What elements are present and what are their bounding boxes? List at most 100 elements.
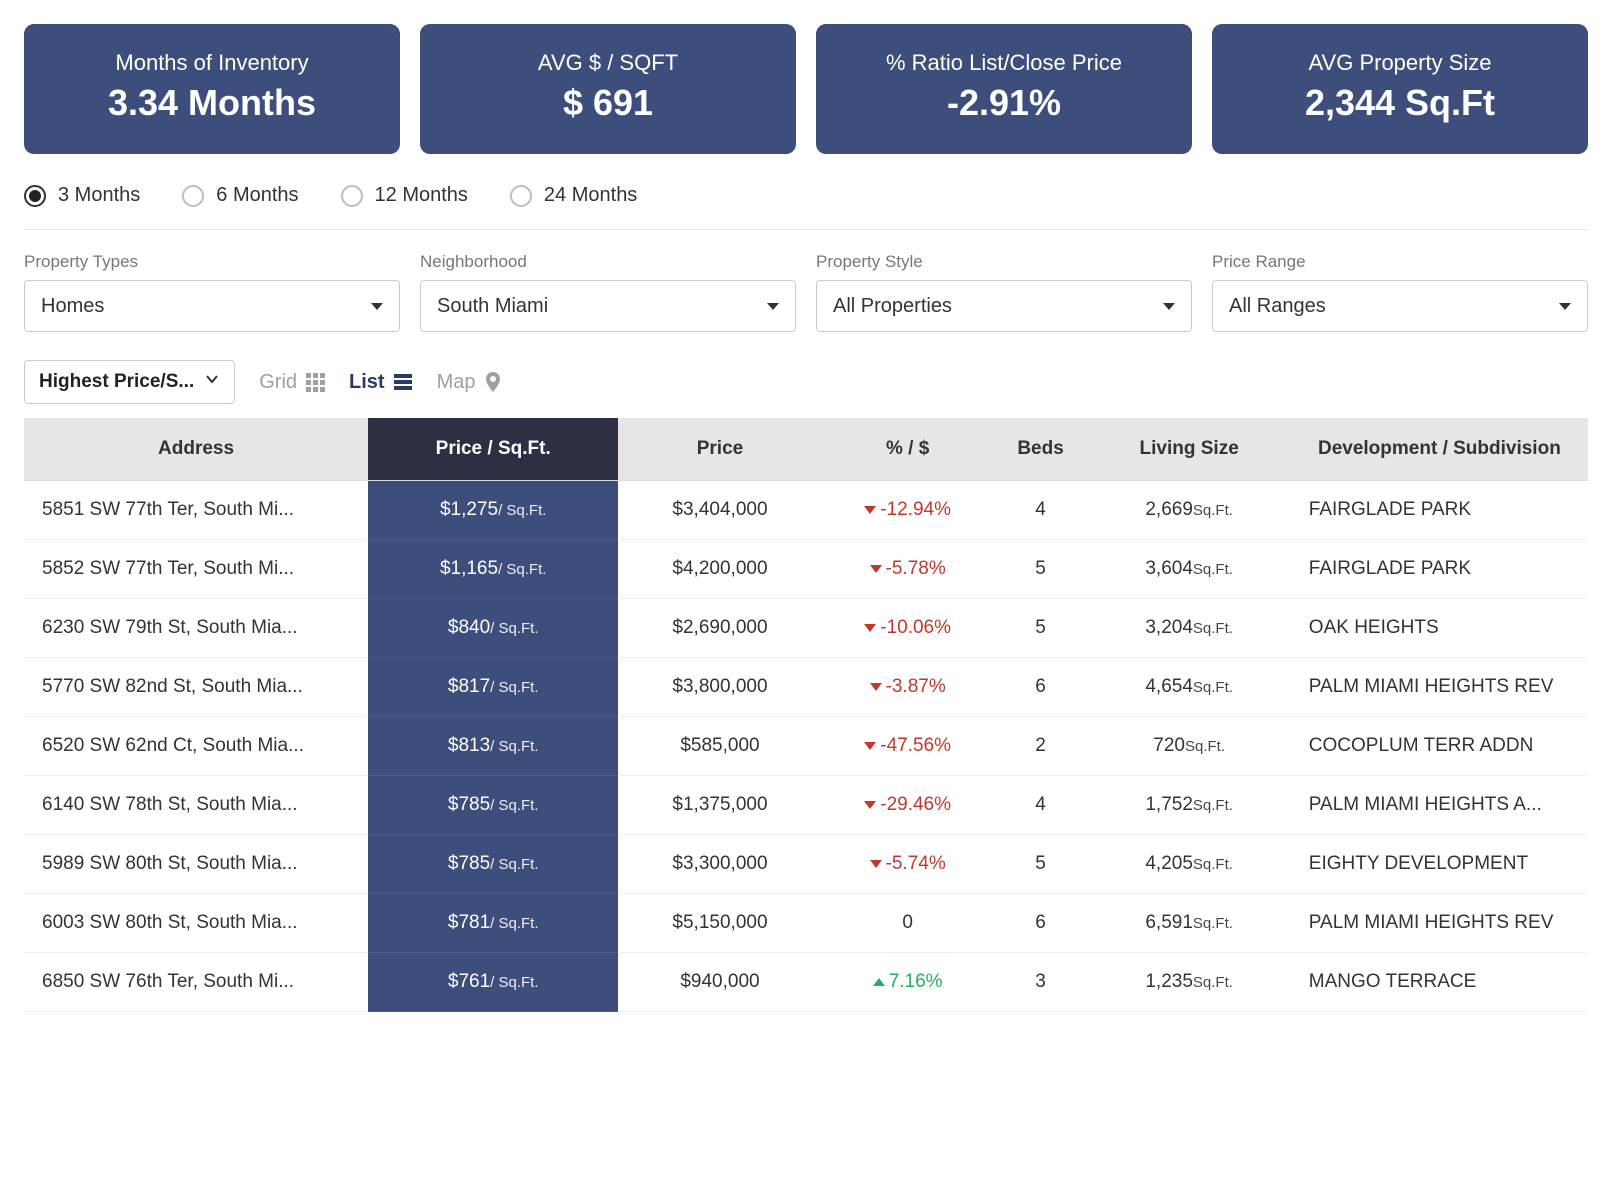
arrow-down-icon (870, 860, 882, 868)
col-address[interactable]: Address (24, 418, 368, 481)
cell-living-size: 2,669Sq.Ft. (1087, 481, 1290, 540)
sort-select[interactable]: Highest Price/S... (24, 360, 235, 404)
cell-beds: 6 (994, 894, 1088, 953)
cell-beds: 5 (994, 835, 1088, 894)
filter-select[interactable]: South Miami (420, 280, 796, 332)
stat-card-value: 2,344 Sq.Ft (1232, 82, 1568, 124)
col-development[interactable]: Development / Subdivision (1291, 418, 1588, 481)
cell-price: $4,200,000 (618, 540, 821, 599)
caret-down-icon (1163, 303, 1175, 310)
cell-beds: 6 (994, 658, 1088, 717)
col-pct[interactable]: % / $ (822, 418, 994, 481)
cell-beds: 4 (994, 481, 1088, 540)
cell-living-size: 4,654Sq.Ft. (1087, 658, 1290, 717)
cell-address: 6003 SW 80th St, South Mia... (24, 894, 368, 953)
cell-address: 5851 SW 77th Ter, South Mi... (24, 481, 368, 540)
cell-price-sqft: $785/ Sq.Ft. (368, 776, 618, 835)
view-grid-label: Grid (259, 371, 297, 394)
cell-price-sqft: $1,165/ Sq.Ft. (368, 540, 618, 599)
stat-card-label: Months of Inventory (44, 50, 380, 76)
filter-select[interactable]: All Properties (816, 280, 1192, 332)
cell-price-sqft: $1,275/ Sq.Ft. (368, 481, 618, 540)
view-toolbar: Highest Price/S... Grid List Map (24, 360, 1588, 404)
cell-pct: -10.06% (822, 599, 994, 658)
filter-select[interactable]: Homes (24, 280, 400, 332)
cell-price-sqft: $813/ Sq.Ft. (368, 717, 618, 776)
cell-living-size: 1,752Sq.Ft. (1087, 776, 1290, 835)
view-map-label: Map (437, 371, 476, 394)
cell-living-size: 1,235Sq.Ft. (1087, 953, 1290, 1012)
filter: Price RangeAll Ranges (1212, 252, 1588, 332)
radio-icon (341, 185, 363, 207)
cell-beds: 5 (994, 599, 1088, 658)
cell-pct: -3.87% (822, 658, 994, 717)
cell-pct: -29.46% (822, 776, 994, 835)
cell-price: $940,000 (618, 953, 821, 1012)
cell-living-size: 3,204Sq.Ft. (1087, 599, 1290, 658)
table-row[interactable]: 5852 SW 77th Ter, South Mi...$1,165/ Sq.… (24, 540, 1588, 599)
cell-price-sqft: $761/ Sq.Ft. (368, 953, 618, 1012)
col-price-sqft[interactable]: Price / Sq.Ft. (368, 418, 618, 481)
stat-cards: Months of Inventory3.34 MonthsAVG $ / SQ… (24, 24, 1588, 154)
table-row[interactable]: 5989 SW 80th St, South Mia...$785/ Sq.Ft… (24, 835, 1588, 894)
view-map-button[interactable]: Map (437, 371, 502, 394)
radio-icon (182, 185, 204, 207)
cell-beds: 4 (994, 776, 1088, 835)
stat-card-value: -2.91% (836, 82, 1172, 124)
col-beds[interactable]: Beds (994, 418, 1088, 481)
stat-card-label: % Ratio List/Close Price (836, 50, 1172, 76)
period-radio[interactable]: 6 Months (182, 184, 298, 207)
col-living-size[interactable]: Living Size (1087, 418, 1290, 481)
table-row[interactable]: 6140 SW 78th St, South Mia...$785/ Sq.Ft… (24, 776, 1588, 835)
filter-value: All Properties (833, 295, 952, 318)
period-radio[interactable]: 3 Months (24, 184, 140, 207)
col-price[interactable]: Price (618, 418, 821, 481)
arrow-down-icon (870, 683, 882, 691)
stat-card: AVG Property Size2,344 Sq.Ft (1212, 24, 1588, 154)
arrow-down-icon (864, 506, 876, 514)
filter: Neighborhood South Miami (420, 252, 796, 332)
table-body: 5851 SW 77th Ter, South Mi...$1,275/ Sq.… (24, 481, 1588, 1012)
cell-living-size: 4,205Sq.Ft. (1087, 835, 1290, 894)
arrow-down-icon (870, 565, 882, 573)
view-grid-button[interactable]: Grid (259, 371, 325, 394)
listings-table: Address Price / Sq.Ft. Price % / $ Beds … (24, 418, 1588, 1012)
filter-label: Neighborhood (420, 252, 796, 272)
cell-living-size: 720Sq.Ft. (1087, 717, 1290, 776)
view-list-button[interactable]: List (349, 371, 413, 394)
cell-price-sqft: $840/ Sq.Ft. (368, 599, 618, 658)
chevron-down-icon (204, 371, 220, 393)
cell-development: FAIRGLADE PARK (1291, 481, 1588, 540)
cell-pct: 0 (822, 894, 994, 953)
period-radio-label: 6 Months (216, 184, 298, 207)
cell-pct: -47.56% (822, 717, 994, 776)
period-radio[interactable]: 12 Months (341, 184, 468, 207)
period-radio[interactable]: 24 Months (510, 184, 637, 207)
filter-select[interactable]: All Ranges (1212, 280, 1588, 332)
cell-pct: -5.74% (822, 835, 994, 894)
cell-price: $1,375,000 (618, 776, 821, 835)
map-pin-icon (484, 372, 502, 392)
cell-beds: 3 (994, 953, 1088, 1012)
filter-value: Homes (41, 295, 104, 318)
cell-price-sqft: $817/ Sq.Ft. (368, 658, 618, 717)
table-row[interactable]: 6003 SW 80th St, South Mia...$781/ Sq.Ft… (24, 894, 1588, 953)
cell-price: $5,150,000 (618, 894, 821, 953)
table-row[interactable]: 6230 SW 79th St, South Mia...$840/ Sq.Ft… (24, 599, 1588, 658)
cell-price: $3,800,000 (618, 658, 821, 717)
grid-icon (305, 372, 325, 392)
table-row[interactable]: 6850 SW 76th Ter, South Mi...$761/ Sq.Ft… (24, 953, 1588, 1012)
table-row[interactable]: 5851 SW 77th Ter, South Mi...$1,275/ Sq.… (24, 481, 1588, 540)
caret-down-icon (371, 303, 383, 310)
cell-address: 5852 SW 77th Ter, South Mi... (24, 540, 368, 599)
filter-label: Property Style (816, 252, 1192, 272)
table-header-row: Address Price / Sq.Ft. Price % / $ Beds … (24, 418, 1588, 481)
caret-down-icon (767, 303, 779, 310)
table-row[interactable]: 6520 SW 62nd Ct, South Mia...$813/ Sq.Ft… (24, 717, 1588, 776)
arrow-up-icon (873, 978, 885, 986)
stat-card: AVG $ / SQFT$ 691 (420, 24, 796, 154)
cell-address: 6850 SW 76th Ter, South Mi... (24, 953, 368, 1012)
arrow-down-icon (864, 742, 876, 750)
cell-price: $585,000 (618, 717, 821, 776)
table-row[interactable]: 5770 SW 82nd St, South Mia...$817/ Sq.Ft… (24, 658, 1588, 717)
